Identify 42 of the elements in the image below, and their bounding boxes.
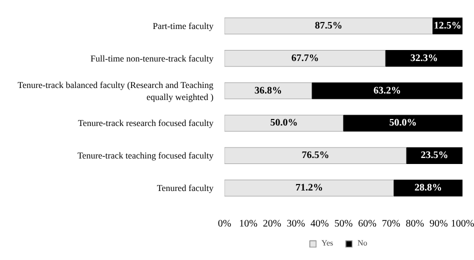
x-tick-label: 70% bbox=[382, 218, 400, 230]
data-label: 32.3% bbox=[410, 52, 438, 64]
y-tick-label: Part-time faculty bbox=[152, 20, 214, 31]
x-tick-label: 20% bbox=[262, 218, 282, 230]
data-label: 63.2% bbox=[374, 85, 402, 96]
y-tick-label: Tenured faculty bbox=[156, 183, 214, 194]
bar bbox=[394, 180, 462, 196]
x-tick-label: 40% bbox=[310, 218, 329, 230]
data-label: 12.5% bbox=[434, 20, 462, 32]
bar bbox=[406, 147, 462, 164]
bar bbox=[224, 114, 344, 132]
x-tick-label: 0% bbox=[218, 218, 232, 230]
legend-label: Yes bbox=[322, 238, 334, 248]
bar bbox=[224, 180, 394, 196]
data-label: 28.8% bbox=[414, 182, 442, 194]
bar bbox=[224, 50, 386, 67]
data-label: 67.7% bbox=[291, 52, 319, 64]
data-label: 50.0% bbox=[270, 118, 298, 129]
x-tick-label: 80% bbox=[406, 218, 424, 230]
bar bbox=[224, 18, 433, 34]
bar bbox=[385, 50, 462, 67]
y-tick-label: Full-time non-tenure-track faculty bbox=[90, 53, 214, 64]
data-label: 87.5% bbox=[314, 20, 342, 32]
x-tick-label: 100% bbox=[450, 218, 474, 230]
bar bbox=[343, 114, 462, 132]
data-label: 23.5% bbox=[420, 150, 448, 162]
y-tick-label: Tenure-track balanced faculty (Research and Teaching equally weighted ) bbox=[18, 80, 214, 102]
data-label: 36.8% bbox=[254, 85, 282, 96]
x-tick-label: 90% bbox=[430, 218, 448, 230]
x-tick-label: 30% bbox=[286, 218, 306, 230]
x-tick-label: 10% bbox=[239, 218, 258, 230]
bar bbox=[224, 147, 407, 164]
x-tick-label: 60% bbox=[358, 218, 376, 230]
y-tick-label: Tenure-track research focused faculty bbox=[78, 118, 214, 128]
data-label: 76.5% bbox=[302, 150, 330, 162]
data-label: 71.2% bbox=[295, 182, 323, 194]
bar bbox=[312, 82, 462, 100]
x-tick-label: 50% bbox=[334, 218, 353, 230]
data-label: 50.0% bbox=[389, 118, 417, 129]
y-tick-label: Tenure-track teaching focused faculty bbox=[77, 150, 214, 161]
bar bbox=[224, 82, 312, 100]
legend-label: No bbox=[358, 238, 368, 248]
